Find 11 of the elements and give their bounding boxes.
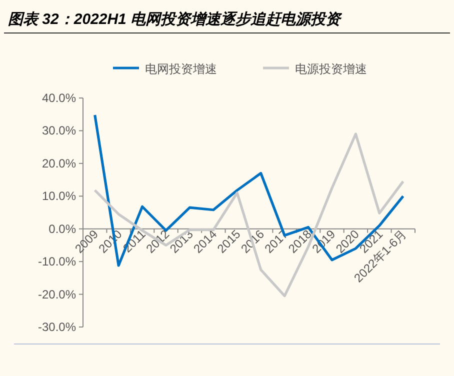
y-tick-label: 0.0% [48,222,76,236]
chart-title: 图表 32：2022H1 电网投资增速逐步追赶电源投资 [8,11,343,28]
y-tick-label: -30.0% [38,320,76,334]
y-tick-label: 20.0% [42,156,76,170]
y-tick-label: -20.0% [38,287,76,302]
legend-label: 电源投资增速 [295,62,367,76]
y-tick-label: 10.0% [42,189,76,204]
y-tick-label: 40.0% [42,91,76,105]
legend-label: 电网投资增速 [145,62,217,76]
y-tick-label: 30.0% [42,124,76,138]
y-tick-label: -10.0% [38,254,76,269]
